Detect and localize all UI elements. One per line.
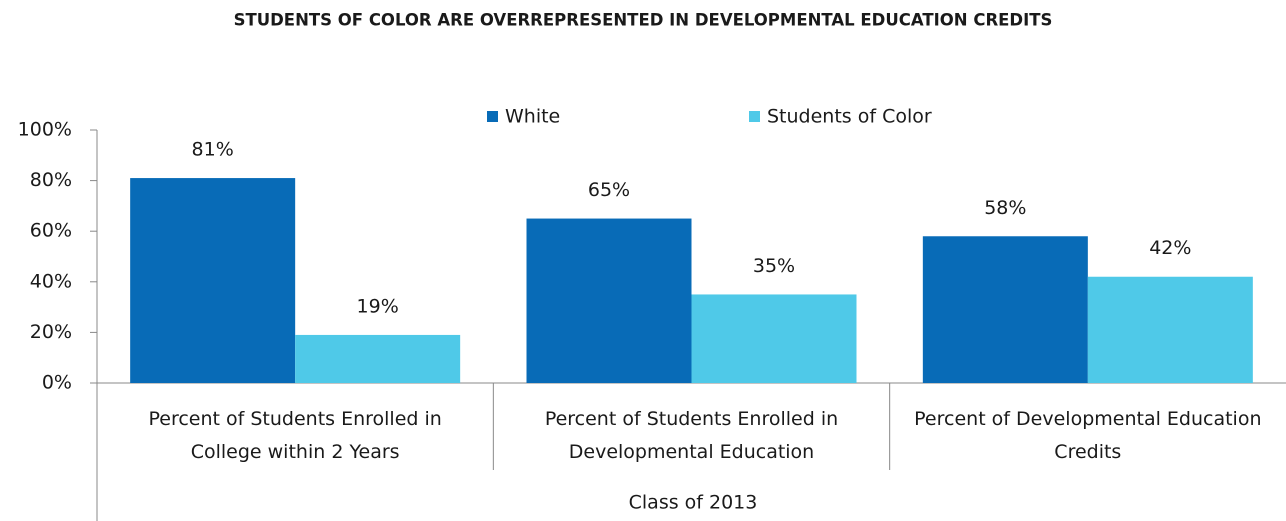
x-axis-label: Class of 2013 [629,492,758,514]
y-tick-label: 80% [30,169,72,191]
legend-label: White [505,106,560,128]
data-label: 81% [192,139,234,161]
y-tick-label: 60% [30,220,72,242]
x-tick-label: Percent of Students Enrolled in Developm… [544,408,839,463]
data-label: 42% [1149,237,1191,259]
legend-label: Students of Color [767,106,932,128]
y-tick-label: 100% [18,119,72,141]
bar [1087,276,1253,383]
bar [526,218,692,383]
bar [130,178,296,383]
data-label: 19% [357,295,399,317]
x-tick-label: Percent of Developmental Education Credi… [914,408,1262,463]
y-tick-label: 20% [30,321,72,343]
x-tick-label: Percent of Students Enrolled in College … [148,408,442,463]
y-tick-label: 40% [30,270,72,292]
y-tick-label: 0% [42,372,72,394]
data-label: 58% [984,197,1026,219]
bar [295,334,461,383]
legend-swatch [749,111,760,122]
legend-swatch [487,111,498,122]
data-label: 65% [588,179,630,201]
bar [691,294,857,383]
data-label: 35% [753,255,795,277]
bar [922,236,1088,383]
chart-title: STUDENTS OF COLOR ARE OVERREPRESENTED IN… [234,11,1053,30]
